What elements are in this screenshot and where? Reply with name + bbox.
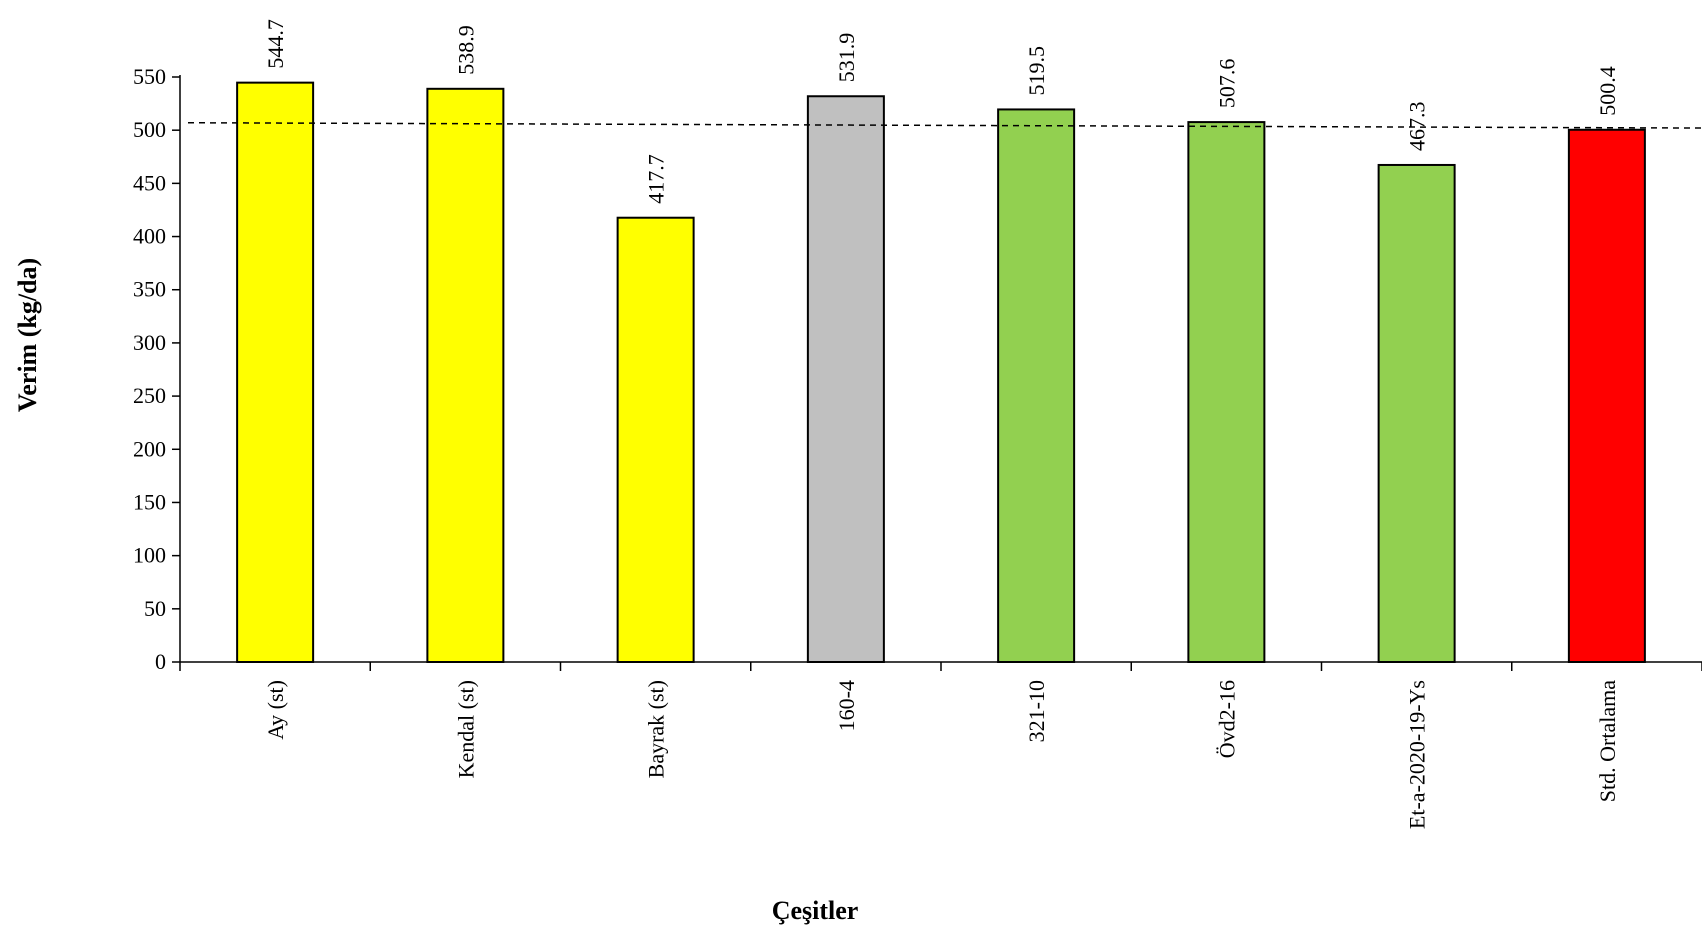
y-tick-label: 500 <box>133 117 166 142</box>
x-tick-label: 321-10 <box>1024 680 1049 742</box>
bar <box>426 87 505 664</box>
value-label: 531.9 <box>834 33 859 83</box>
y-tick-label: 200 <box>133 436 166 461</box>
y-tick-label: 150 <box>133 489 166 514</box>
bars-group <box>236 81 1646 664</box>
y-tick-label: 450 <box>133 170 166 195</box>
x-axis-title: Çeşitler <box>772 896 859 925</box>
value-label: 500.4 <box>1595 66 1620 116</box>
y-tick-label: 100 <box>133 543 166 568</box>
value-labels-group: 544.7 538.9 417.7 531.9 519.5 507.6 467.3 500.4 <box>263 19 1620 204</box>
y-tick-label: 400 <box>133 224 166 249</box>
x-tick-label: Ay (st) <box>263 680 288 740</box>
x-tick-label: Bayrak (st) <box>644 680 669 778</box>
x-axis: Ay (st) Kendal (st) Bayrak (st) 160-4 321-10… <box>179 661 1702 829</box>
value-label: 467.3 <box>1405 101 1430 151</box>
y-tick-label: 50 <box>144 596 166 621</box>
bar <box>1567 128 1646 664</box>
value-label: 507.6 <box>1214 59 1239 109</box>
reference-line-group <box>187 121 1702 129</box>
bar <box>236 81 315 664</box>
y-tick-label: 300 <box>133 330 166 355</box>
y-tick-label: 350 <box>133 277 166 302</box>
y-axis-title: Verim (kg/da) <box>13 258 42 412</box>
y-tick-label: 550 <box>133 64 166 89</box>
value-label: 544.7 <box>263 19 288 69</box>
bar <box>1187 121 1266 663</box>
y-tick-label: 250 <box>133 383 166 408</box>
x-tick-label: Övd2-16 <box>1214 680 1239 758</box>
value-label: 538.9 <box>453 25 478 75</box>
value-label: 519.5 <box>1024 46 1049 96</box>
x-tick-label: Std. Ortalama <box>1595 680 1620 802</box>
y-axis: 0 50 100 150 200 250 300 350 400 450 500 550 <box>133 64 181 674</box>
x-tick-label: 160-4 <box>834 680 859 731</box>
bar <box>997 108 1076 663</box>
x-tick-label: Et-a-2020-19-Ys <box>1405 680 1430 829</box>
bar <box>1377 163 1456 663</box>
value-label: 417.7 <box>644 154 669 204</box>
bar <box>616 216 695 663</box>
x-tick-label: Kendal (st) <box>453 680 478 778</box>
reference-line <box>187 121 1702 129</box>
bar <box>806 95 885 663</box>
y-tick-label: 0 <box>155 649 166 674</box>
